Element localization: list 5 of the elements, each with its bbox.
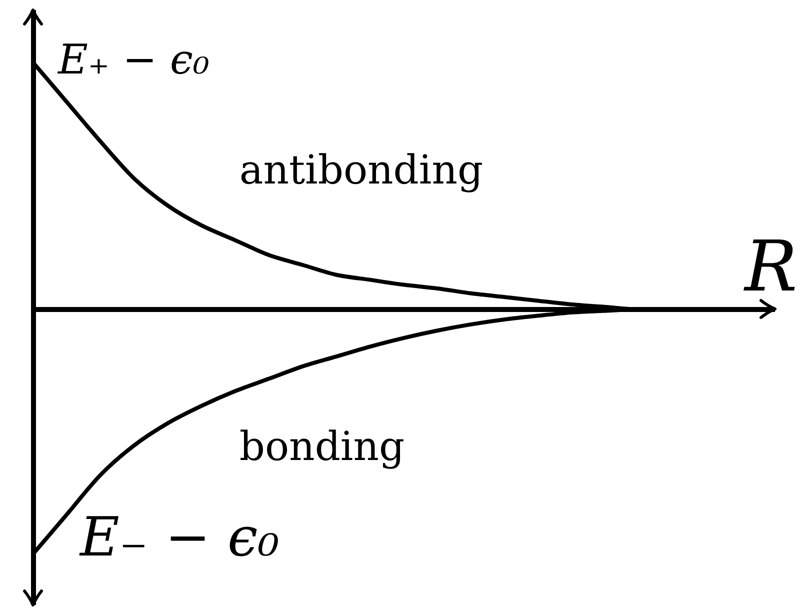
series-label: bonding — [239, 424, 405, 470]
x-axis-title: R — [742, 225, 798, 308]
annotation: E₋ − ϵ₀ — [79, 506, 280, 569]
annotation: E₊ − ϵ₀ — [57, 35, 210, 84]
series-label: antibonding — [239, 147, 484, 194]
